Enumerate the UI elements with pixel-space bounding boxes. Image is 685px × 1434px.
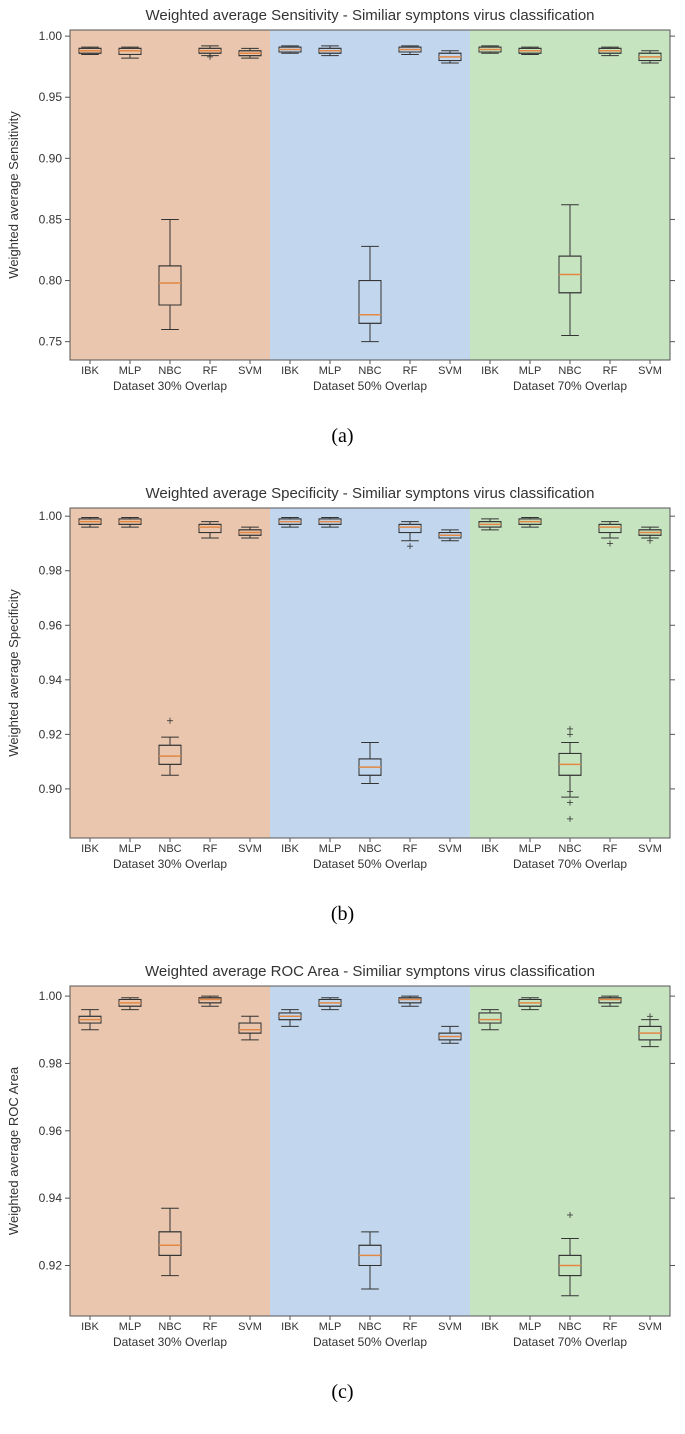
xtick-label: RF: [203, 843, 218, 855]
xtick-label: RF: [203, 365, 218, 377]
group-label: Dataset 70% Overlap: [513, 857, 627, 871]
chart-svg: Weighted average Specificity - Similiar …: [0, 478, 685, 908]
xtick-label: MLP: [319, 1321, 342, 1333]
ytick-label: 0.92: [39, 1258, 63, 1272]
chart-title: Weighted average Specificity - Similiar …: [145, 485, 594, 502]
y-axis-label: Weighted average Sensitivity: [6, 111, 21, 279]
xtick-label: RF: [403, 365, 418, 377]
zone-1: [270, 30, 470, 360]
xtick-label: IBK: [281, 365, 299, 377]
xtick-label: SVM: [238, 1321, 262, 1333]
group-label: Dataset 50% Overlap: [313, 857, 427, 871]
xtick-label: RF: [603, 843, 618, 855]
ytick-label: 0.98: [39, 564, 63, 578]
group-label: Dataset 30% Overlap: [113, 857, 227, 871]
ytick-label: 0.85: [39, 212, 63, 226]
chart-svg: Weighted average Sensitivity - Similiar …: [0, 0, 685, 430]
ytick-label: 0.96: [39, 618, 63, 632]
group-label: Dataset 50% Overlap: [313, 1335, 427, 1349]
xtick-label: SVM: [438, 843, 462, 855]
xtick-label: MLP: [519, 1321, 542, 1333]
ytick-label: 0.94: [39, 673, 63, 687]
xtick-label: NBC: [558, 843, 581, 855]
zone-0: [70, 508, 270, 838]
group-label: Dataset 30% Overlap: [113, 379, 227, 393]
ytick-label: 0.98: [39, 1056, 63, 1070]
zone-1: [270, 508, 470, 838]
xtick-label: NBC: [358, 843, 381, 855]
xtick-label: SVM: [638, 365, 662, 377]
xtick-label: NBC: [358, 1321, 381, 1333]
y-axis-label: Weighted average ROC Area: [6, 1066, 21, 1235]
xtick-label: MLP: [119, 1321, 142, 1333]
group-label: Dataset 70% Overlap: [513, 379, 627, 393]
xtick-label: IBK: [81, 843, 99, 855]
panel-caption: (c): [0, 1381, 685, 1404]
xtick-label: SVM: [638, 1321, 662, 1333]
panel-b: Weighted average Specificity - Similiar …: [0, 478, 685, 926]
xtick-label: SVM: [638, 843, 662, 855]
chart-svg: Weighted average ROC Area - Similiar sym…: [0, 956, 685, 1386]
xtick-label: MLP: [319, 843, 342, 855]
xtick-label: NBC: [558, 365, 581, 377]
xtick-label: RF: [603, 365, 618, 377]
xtick-label: IBK: [481, 843, 499, 855]
panel-caption: (b): [0, 903, 685, 926]
xtick-label: MLP: [119, 365, 142, 377]
ytick-label: 0.75: [39, 335, 63, 349]
zone-2: [470, 986, 670, 1316]
ytick-label: 1.00: [39, 509, 63, 523]
xtick-label: NBC: [158, 1321, 181, 1333]
xtick-label: RF: [603, 1321, 618, 1333]
xtick-label: RF: [203, 1321, 218, 1333]
ytick-label: 0.94: [39, 1191, 63, 1205]
y-axis-label: Weighted average Specificity: [6, 589, 21, 757]
group-label: Dataset 70% Overlap: [513, 1335, 627, 1349]
xtick-label: SVM: [438, 1321, 462, 1333]
xtick-label: NBC: [558, 1321, 581, 1333]
xtick-label: IBK: [481, 365, 499, 377]
ytick-label: 0.90: [39, 151, 63, 165]
ytick-label: 0.92: [39, 727, 63, 741]
xtick-label: NBC: [158, 843, 181, 855]
ytick-label: 0.90: [39, 782, 63, 796]
xtick-label: NBC: [358, 365, 381, 377]
ytick-label: 0.96: [39, 1124, 63, 1138]
panel-a: Weighted average Sensitivity - Similiar …: [0, 0, 685, 448]
ytick-label: 1.00: [39, 989, 63, 1003]
xtick-label: MLP: [519, 365, 542, 377]
xtick-label: IBK: [281, 1321, 299, 1333]
xtick-label: SVM: [238, 365, 262, 377]
xtick-label: IBK: [81, 1321, 99, 1333]
xtick-label: IBK: [481, 1321, 499, 1333]
xtick-label: SVM: [438, 365, 462, 377]
xtick-label: IBK: [281, 843, 299, 855]
ytick-label: 1.00: [39, 29, 63, 43]
chart-title: Weighted average Sensitivity - Similiar …: [145, 7, 594, 24]
xtick-label: MLP: [119, 843, 142, 855]
ytick-label: 0.80: [39, 274, 63, 288]
panel-c: Weighted average ROC Area - Similiar sym…: [0, 956, 685, 1404]
xtick-label: SVM: [238, 843, 262, 855]
chart-title: Weighted average ROC Area - Similiar sym…: [145, 963, 595, 980]
xtick-label: MLP: [319, 365, 342, 377]
xtick-label: RF: [403, 1321, 418, 1333]
xtick-label: MLP: [519, 843, 542, 855]
xtick-label: NBC: [158, 365, 181, 377]
group-label: Dataset 30% Overlap: [113, 1335, 227, 1349]
panel-caption: (a): [0, 425, 685, 448]
xtick-label: RF: [403, 843, 418, 855]
ytick-label: 0.95: [39, 90, 63, 104]
xtick-label: IBK: [81, 365, 99, 377]
group-label: Dataset 50% Overlap: [313, 379, 427, 393]
